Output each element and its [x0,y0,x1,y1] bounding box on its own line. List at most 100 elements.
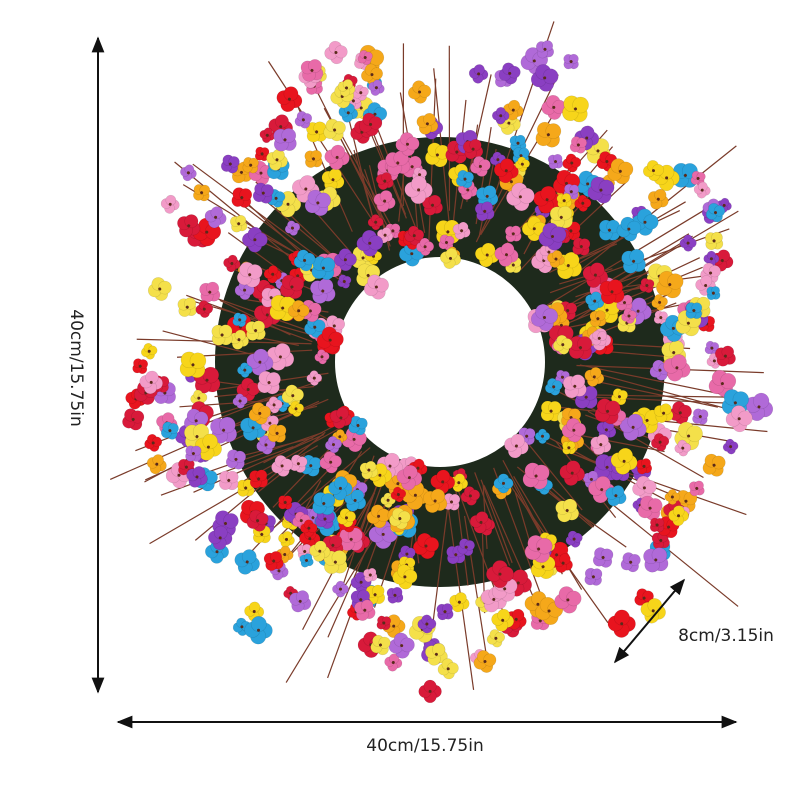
flower-center [573,384,577,388]
flower-center [516,141,520,145]
flower-center [605,160,609,163]
flower-center [600,488,604,492]
flower [384,653,403,672]
flower-center [351,99,355,103]
flower [263,265,282,284]
flower-center [312,376,316,380]
flower-center [645,284,649,287]
flower-center [338,435,342,439]
flower-center [605,465,609,469]
flower-center [138,364,142,368]
flower [562,374,587,399]
petal [720,373,737,390]
flower-center [279,125,283,129]
flower-center [565,181,568,185]
flower [299,553,314,568]
branch [595,372,730,411]
flower-center [454,553,458,557]
flower [304,149,323,168]
flower-center [301,118,305,122]
flower [356,229,384,257]
flower-center [272,403,276,407]
flower [533,185,561,214]
flower [425,142,450,168]
flower-center [511,263,515,267]
flower-center [723,354,727,358]
flower [234,549,260,575]
flower [607,609,636,638]
flower [417,614,437,634]
flower-center [377,514,381,518]
flower [620,552,641,573]
flower-center [623,301,626,305]
flower-center [400,644,404,648]
petal [223,513,239,529]
petal [669,340,685,356]
flower-center [151,441,155,445]
flower-center [565,509,569,512]
flower-center [547,250,551,254]
flower-center [308,537,312,541]
flower [541,94,567,120]
flower [160,194,180,214]
flower [375,172,394,190]
flower [263,551,284,571]
height-label: 40cm/15.75in [66,309,86,426]
flower-center [329,460,333,464]
petal [595,475,611,492]
flower-center [566,264,570,268]
flower-center [312,157,315,161]
flower-center [502,481,505,485]
flower-center [323,517,327,521]
flower-center [257,628,260,632]
flower-center [398,517,402,521]
flower-center [346,111,350,115]
flower-center [234,457,238,461]
flower-center [410,252,414,256]
flower-center [559,323,563,327]
petal [368,235,384,251]
flower-center [158,287,162,291]
flower [180,164,197,182]
flower [503,99,524,121]
flower [177,214,201,238]
petal [274,343,291,360]
flower [245,320,266,341]
flower-center [561,561,565,565]
flower-center [269,296,273,300]
flower-center [283,500,287,504]
flower [491,106,510,125]
flower [556,193,572,209]
flower-center [552,105,556,109]
flower [315,509,335,529]
flower-center [541,434,544,438]
flower-center [214,215,218,219]
flower-center [471,147,475,151]
flower-center [485,253,489,257]
flower-center [260,532,264,536]
flower [643,547,669,573]
flower-center [457,600,461,604]
flower [463,139,484,160]
flower-center [455,150,459,154]
branch [193,433,325,493]
flower-center [686,241,690,245]
flower [388,632,415,659]
flower [592,547,614,568]
flower-center [259,171,263,175]
flower-center [596,149,600,153]
width-label: 40cm/15.75in [366,736,483,756]
flower-center [321,289,325,293]
flower [555,498,580,523]
flower-center [445,241,448,244]
flower [457,538,475,556]
flower-center [278,355,282,359]
flower-center [618,395,621,399]
flower-center [586,182,590,186]
flower [619,413,647,441]
flower-center [374,285,378,289]
flower-center [251,426,255,430]
flower-center [569,60,573,64]
flower [412,532,440,560]
flower-center [485,194,489,198]
